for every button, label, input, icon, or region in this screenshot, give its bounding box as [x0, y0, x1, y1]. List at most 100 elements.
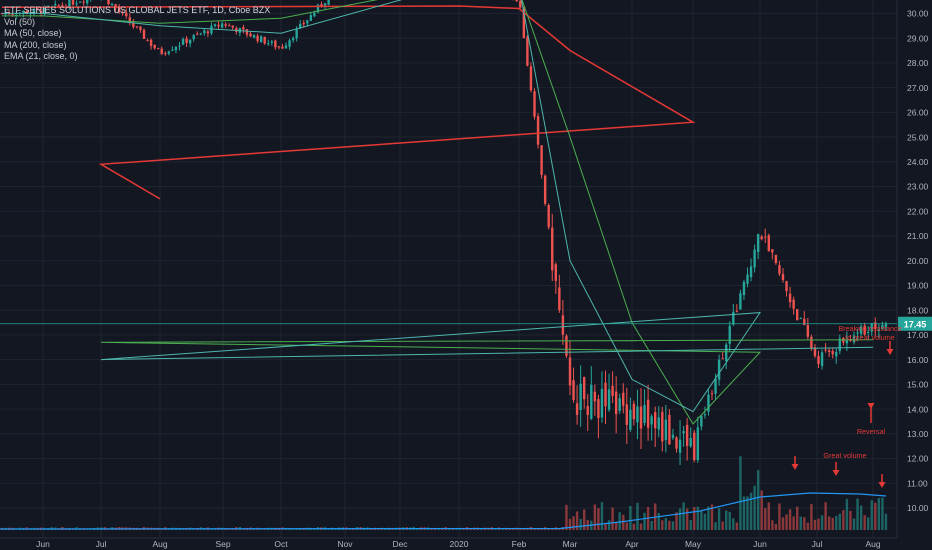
candle-body [583, 377, 586, 400]
candle-body [803, 318, 806, 326]
candle-body [224, 24, 227, 26]
volume-bar [792, 516, 795, 530]
volume-bar [842, 510, 845, 530]
y-tick-label: 26.00 [907, 108, 929, 118]
candle-body [25, 10, 29, 14]
candle-body [206, 31, 210, 34]
volume-bar [781, 517, 785, 530]
candle-body [267, 43, 270, 45]
y-tick-label: 29.00 [907, 33, 929, 43]
candle-body [313, 12, 316, 17]
candle-body [700, 415, 703, 427]
candle-body [554, 264, 557, 281]
volume-bar [810, 504, 813, 530]
volume-bar [721, 521, 724, 530]
volume-bar [824, 502, 827, 530]
candle-body [568, 357, 572, 386]
candle-body [575, 403, 579, 415]
annotation-great-volume: Great volume [823, 451, 866, 460]
volume-bar [838, 513, 841, 530]
candle-body [867, 331, 870, 333]
volume-bar [693, 507, 696, 530]
legend-ma200: MA (200, close) [4, 39, 67, 50]
candle-body [78, 1, 82, 3]
annotation-arrow-reversal-shaft-head [867, 403, 875, 409]
volume-bar [760, 490, 763, 530]
volume-bar [806, 522, 810, 530]
candle-body [707, 394, 710, 412]
candle-body [671, 434, 675, 438]
y-tick-label: 12.00 [907, 454, 929, 464]
candle-body [256, 35, 259, 42]
candle-body [838, 338, 841, 352]
candle-body [565, 335, 568, 356]
candle-body [160, 48, 163, 54]
candle-body [771, 249, 774, 253]
candle-body [753, 249, 756, 268]
volume-bar [671, 521, 675, 530]
candle-body [526, 36, 529, 66]
candle-body [15, 14, 18, 16]
candle-body [149, 39, 153, 46]
candle-body [174, 46, 178, 51]
candle-body [288, 40, 291, 47]
volume-bar [749, 492, 753, 530]
candle-body [274, 40, 277, 48]
volume-bar [796, 506, 799, 530]
candle-body [756, 234, 760, 252]
y-tick-label: 17.00 [907, 330, 929, 340]
candle-body [551, 227, 554, 271]
annotation-arrow-volume-1-head [832, 470, 840, 476]
volume-bar [735, 522, 739, 530]
annotation-arrow-volume-2-head [791, 464, 799, 470]
volume-bar [600, 502, 604, 530]
candle-body [845, 339, 849, 344]
volume-bar [575, 511, 579, 530]
legend-ema21: EMA (21, close, 0) [4, 51, 78, 62]
volume-bar [451, 528, 455, 530]
y-tick-label: 21.00 [907, 231, 929, 241]
volume-bar [849, 510, 852, 530]
candle-body [799, 318, 802, 320]
candle-body [749, 266, 753, 278]
y-tick-label: 23.00 [907, 182, 929, 192]
volume-bar [696, 506, 699, 530]
candle-body [245, 29, 249, 35]
candle-body [739, 293, 742, 310]
volume-bar [593, 504, 597, 530]
volume-bar [583, 509, 586, 530]
candle-body [139, 26, 142, 30]
x-tick-label: Feb [512, 539, 527, 549]
candle-body [192, 35, 195, 40]
candle-body [735, 310, 739, 312]
candle-body [22, 10, 25, 14]
candle-body [561, 315, 565, 335]
volume-bar [685, 508, 689, 530]
candle-body [604, 382, 607, 407]
candle-body [877, 329, 881, 331]
volume-bar [874, 502, 877, 530]
y-tick-label: 25.00 [907, 132, 929, 142]
candle-body [725, 344, 728, 361]
candle-body [881, 324, 884, 330]
volume-bar [767, 502, 770, 530]
volume-bar [881, 497, 884, 530]
volume-bar [870, 500, 873, 530]
candle-body [178, 45, 181, 47]
x-tick-label: 2020 [450, 539, 469, 549]
candle-body [228, 25, 231, 27]
candle-body [742, 281, 746, 296]
candle-body [774, 254, 778, 264]
candle-body [121, 12, 124, 14]
candle-body [760, 236, 763, 240]
legend-ma50: MA (50, close) [4, 28, 62, 39]
candle-body [806, 325, 810, 337]
candle-body [210, 25, 213, 34]
chart-legend: ETF SERIES SOLUTIONS US GLOBAL JETS ETF,… [4, 5, 270, 63]
candle-body [650, 416, 653, 425]
x-tick-label: Apr [625, 539, 638, 549]
volume-bar [533, 528, 536, 530]
candle-body [813, 347, 817, 357]
